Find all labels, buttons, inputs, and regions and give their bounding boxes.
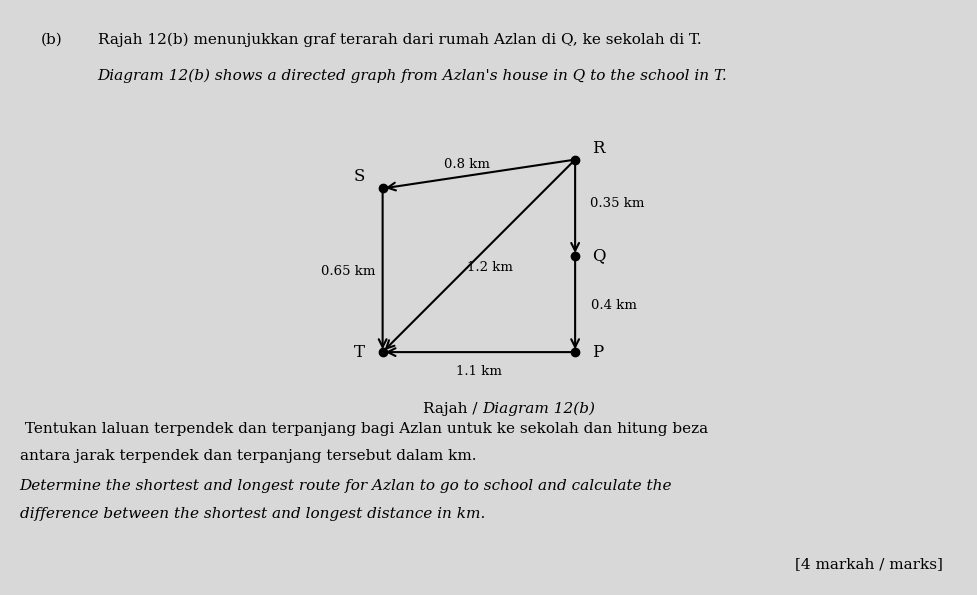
Text: Diagram 12(b): Diagram 12(b) xyxy=(483,402,596,416)
Text: Q: Q xyxy=(592,248,606,264)
Text: [4 markah / marks]: [4 markah / marks] xyxy=(795,557,943,571)
Text: 0.4 km: 0.4 km xyxy=(591,299,637,312)
Text: antara jarak terpendek dan terpanjang tersebut dalam km.: antara jarak terpendek dan terpanjang te… xyxy=(20,449,476,464)
Text: Diagram 12(b) shows a directed graph from Azlan's house in Q to the school in T.: Diagram 12(b) shows a directed graph fro… xyxy=(98,68,728,83)
Text: 1.1 km: 1.1 km xyxy=(456,365,502,378)
Text: 0.8 km: 0.8 km xyxy=(445,158,490,171)
Text: Tentukan laluan terpendek dan terpanjang bagi Azlan untuk ke sekolah dan hitung : Tentukan laluan terpendek dan terpanjang… xyxy=(20,422,707,437)
Text: P: P xyxy=(592,343,604,361)
Text: difference between the shortest and longest distance in km.: difference between the shortest and long… xyxy=(20,507,485,521)
Text: T: T xyxy=(355,343,365,361)
Text: Rajah 12(b) menunjukkan graf terarah dari rumah Azlan di Q, ke sekolah di T.: Rajah 12(b) menunjukkan graf terarah dar… xyxy=(98,33,701,47)
Text: S: S xyxy=(354,168,365,186)
Text: R: R xyxy=(592,140,605,156)
Text: 1.2 km: 1.2 km xyxy=(467,261,513,274)
Text: Determine the shortest and longest route for Azlan to go to school and calculate: Determine the shortest and longest route… xyxy=(20,479,672,493)
Text: 0.35 km: 0.35 km xyxy=(590,198,645,211)
Text: Rajah /: Rajah / xyxy=(423,402,483,416)
Text: (b): (b) xyxy=(41,33,63,47)
Text: 0.65 km: 0.65 km xyxy=(320,265,375,278)
